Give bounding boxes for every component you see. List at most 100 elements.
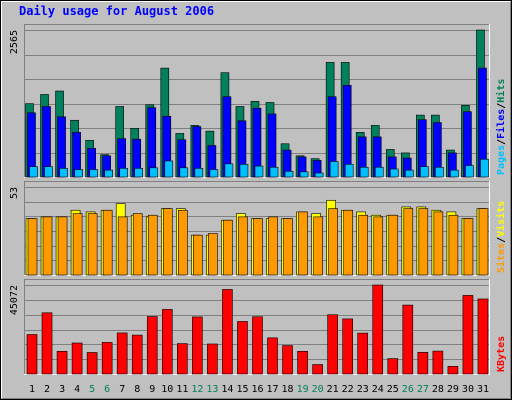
pages-bar-fill [374, 166, 384, 178]
pages-bar [29, 166, 38, 178]
kbytes-bar [477, 298, 489, 375]
kbytes-bar [177, 343, 188, 375]
x-axis-day-labels: 1 2 3 4 5 6 7 8 9 10 11 12 13 14 15 16 17 18 19 20 21 22 23 24 2… [29, 384, 489, 395]
x-tick-label: 1 [29, 384, 35, 395]
sites-bar [87, 213, 98, 276]
pages-bar [179, 167, 189, 178]
sites-bar [42, 216, 53, 276]
pages-bar [480, 158, 489, 178]
kbytes-bar-fill [252, 316, 263, 375]
sites-bar [178, 209, 188, 276]
x-tick-label: 2 [44, 384, 50, 395]
pages-bar-fill [224, 163, 234, 178]
legend-separator: / [496, 237, 507, 243]
pages-bar-fill [209, 169, 219, 178]
x-tick-label: 20 [312, 384, 324, 395]
kbytes-bar-fill [282, 345, 293, 375]
kbytes-bar-fill [222, 289, 233, 375]
chart-panels: 2565Pages/Files/Hits53Sites/Visits45072K… [9, 24, 507, 375]
pages-bar-fill [480, 158, 489, 178]
legend-pages: Pages [496, 145, 507, 175]
kbytes-bar [387, 358, 399, 375]
pages-bar [405, 169, 414, 178]
pages-bar [450, 169, 459, 178]
kbytes-bar-fill [177, 343, 188, 375]
x-tick-label: 21 [327, 384, 339, 395]
pages-bar [314, 172, 324, 178]
pages-bar-fill [465, 165, 474, 178]
sites-bar-fill [433, 211, 444, 276]
pages-bar-fill [299, 171, 309, 178]
kbytes-bar [462, 295, 474, 375]
kbytes-bar [447, 365, 459, 375]
sites-bar-fill [178, 209, 188, 276]
hits-files-pages-bars [25, 29, 489, 178]
chart-title: Daily usage for August 2006 [19, 4, 214, 18]
pages-bar [209, 169, 219, 178]
kbytes-bar [327, 314, 338, 375]
kbytes-bar [161, 309, 173, 375]
sites-bar-fill [27, 218, 38, 276]
sites-bar-fill [147, 214, 158, 276]
sites-bar [328, 208, 338, 276]
x-tick-label: 25 [387, 384, 399, 395]
sites-bar [433, 211, 444, 276]
pages-bar [374, 166, 384, 178]
pages-bar [329, 161, 339, 178]
kbytes-bar-fill [312, 364, 323, 375]
kbytes-bar-fill [26, 334, 38, 375]
x-tick-label: 22 [342, 384, 354, 395]
pages-bar-fill [405, 169, 414, 178]
pages-bar [254, 165, 264, 178]
legend-separator: / [496, 103, 507, 109]
sites-bar [238, 216, 248, 276]
x-tick-label: 14 [221, 384, 233, 395]
x-tick-label: 19 [297, 384, 309, 395]
kbytes-bar-fill [161, 309, 173, 375]
sites-bar [418, 208, 429, 276]
kbytes-bar [192, 316, 203, 375]
x-tick-label: 12 [191, 384, 203, 395]
x-tick-label: 18 [282, 384, 294, 395]
kbytes-bar-fill [41, 312, 53, 375]
files-bar-fill [57, 116, 66, 178]
pages-bar-fill [359, 166, 369, 178]
sites-bar-fill [87, 213, 98, 276]
kbytes-bar-fill [237, 321, 248, 375]
kbytes-bar [432, 350, 444, 375]
pages-bar [89, 169, 98, 178]
sites-bar [343, 209, 353, 276]
x-tick-label: 17 [267, 384, 279, 395]
x-tick-label: 15 [236, 384, 248, 395]
pages-bar-fill [314, 172, 324, 178]
sites-bar-fill [238, 216, 248, 276]
kbytes-bar-fill [372, 284, 384, 375]
pages-bar-fill [74, 169, 83, 178]
files-bar [57, 116, 66, 178]
legend-kbytes: KBytes [496, 336, 507, 372]
kbytes-bars [26, 284, 489, 375]
pages-bar [420, 166, 429, 178]
sites-bar-fill [448, 214, 459, 276]
kbytes-bar [297, 350, 308, 375]
kbytes-bar [372, 284, 384, 375]
kbytes-bar-fill [71, 342, 83, 375]
sites-bar-fill [72, 213, 83, 276]
sites-bar-fill [162, 208, 173, 276]
pages-bar [74, 169, 83, 178]
sites-bar-fill [478, 208, 489, 276]
kbytes-bar [131, 334, 143, 375]
kbytes-bar [222, 289, 233, 375]
kbytes-ymax-label: 45072 [9, 285, 20, 315]
kbytes-bar [342, 318, 353, 375]
pages-bar-fill [450, 169, 459, 178]
x-tick-label: 27 [417, 384, 429, 395]
pages-bar [149, 167, 159, 178]
files-bar-fill [147, 107, 157, 178]
sites-bar [208, 233, 218, 276]
x-tick-label: 30 [462, 384, 474, 395]
x-tick-label: 3 [59, 384, 65, 395]
kbytes-bar-fill [116, 332, 128, 375]
sites-bar [373, 216, 384, 276]
